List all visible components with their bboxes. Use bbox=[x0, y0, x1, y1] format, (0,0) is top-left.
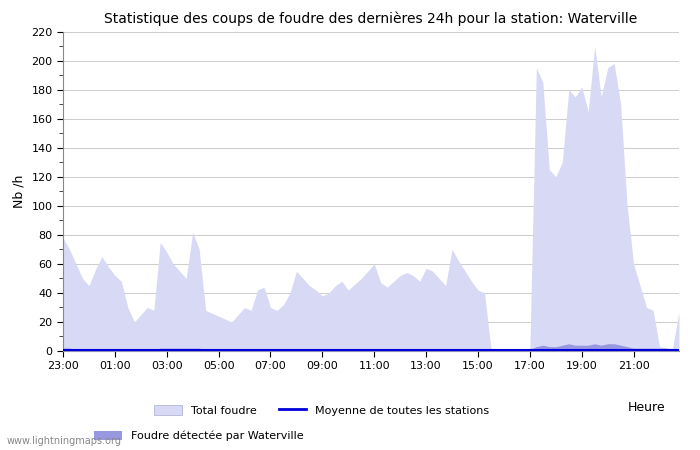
Text: www.lightningmaps.org: www.lightningmaps.org bbox=[7, 436, 122, 446]
Text: Heure: Heure bbox=[627, 401, 665, 414]
Legend: Foudre détectée par Waterville: Foudre détectée par Waterville bbox=[94, 431, 303, 441]
Y-axis label: Nb /h: Nb /h bbox=[13, 175, 26, 208]
Title: Statistique des coups de foudre des dernières 24h pour la station: Waterville: Statistique des coups de foudre des dern… bbox=[104, 12, 638, 26]
